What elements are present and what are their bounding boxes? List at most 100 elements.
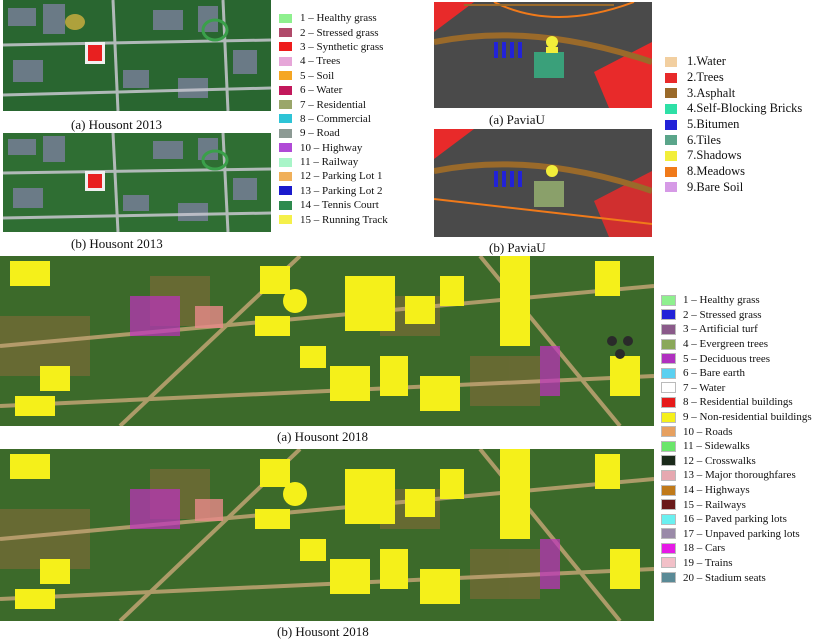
legend-label: 10 – Highway: [300, 141, 363, 154]
legend-swatch: [279, 143, 292, 153]
legend-label: 3.Asphalt: [687, 85, 736, 100]
legend-swatch: [279, 200, 292, 210]
legend-swatch: [661, 353, 676, 365]
legend-label: 13 – Major thoroughfares: [683, 469, 796, 482]
legend-label: 5.Bitumen: [687, 117, 740, 132]
legend-label: 7 – Water: [683, 381, 726, 394]
legend-swatch: [279, 28, 292, 38]
legend-item: 5 – Deciduous trees: [661, 351, 812, 366]
legend-item: 1 – Healthy grass: [661, 293, 812, 308]
legend-item: 13 – Parking Lot 2: [279, 184, 388, 198]
legend-swatch: [661, 484, 676, 496]
caption-houston2013-b: (b) Housont 2013: [71, 236, 163, 251]
legend-swatch: [661, 557, 676, 569]
legend-label: 9.Bare Soil: [687, 179, 744, 194]
legend-swatch: [665, 103, 677, 114]
legend-swatch: [279, 128, 292, 138]
legend-item: 6 – Bare earth: [661, 366, 812, 381]
legend-label: 15 – Running Track: [300, 213, 388, 226]
legend-label: 1.Water: [687, 54, 726, 69]
legend-item: 7 – Residential: [279, 97, 388, 111]
legend-item: 7.Shadows: [665, 148, 802, 164]
legend-item: 8 – Commercial: [279, 112, 388, 126]
legend-swatch: [661, 513, 676, 525]
legend-swatch: [279, 215, 292, 225]
legend-item: 14 – Highways: [661, 483, 812, 498]
legend-item: 1.Water: [665, 54, 802, 70]
legend-label: 7 – Residential: [300, 98, 366, 111]
legend-item: 19 – Trains: [661, 556, 812, 571]
legend-swatch: [279, 157, 292, 167]
legend-item: 18 – Cars: [661, 541, 812, 556]
legend-item: 17 – Unpaved parking lots: [661, 527, 812, 542]
legend-label: 14 – Tennis Court: [300, 199, 379, 212]
legend-label: 5 – Soil: [300, 69, 335, 82]
paviau-map-b: [434, 129, 652, 237]
legend-item: 10 – Roads: [661, 424, 812, 439]
legend-label: 3 – Synthetic grass: [300, 40, 384, 53]
legend-swatch: [661, 528, 676, 540]
legend-label: 7.Shadows: [687, 148, 742, 163]
legend-swatch: [279, 100, 292, 110]
legend-item: 8 – Residential buildings: [661, 395, 812, 410]
legend-swatch: [279, 186, 292, 196]
legend-label: 6 – Water: [300, 84, 343, 97]
legend-houston2018: 1 – Healthy grass 2 – Stressed grass 3 –…: [661, 293, 812, 585]
legend-swatch: [661, 367, 676, 379]
houston2018-map-a: [0, 256, 654, 426]
legend-swatch: [661, 426, 676, 438]
legend-swatch: [665, 150, 677, 161]
legend-label: 8 – Commercial: [300, 112, 371, 125]
legend-item: 1 – Healthy grass: [279, 11, 388, 25]
legend-label: 2 – Stressed grass: [300, 26, 379, 39]
legend-item: 4.Self-Blocking Bricks: [665, 101, 802, 117]
legend-item: 15 – Railways: [661, 497, 812, 512]
legend-swatch: [279, 42, 292, 52]
legend-label: 15 – Railways: [683, 498, 746, 511]
legend-label: 11 – Sidewalks: [683, 440, 750, 453]
legend-swatch: [665, 72, 677, 83]
legend-swatch: [279, 13, 292, 23]
legend-item: 12 – Parking Lot 1: [279, 169, 388, 183]
legend-swatch: [661, 440, 676, 452]
legend-item: 6 – Water: [279, 83, 388, 97]
legend-swatch: [665, 166, 677, 177]
legend-swatch: [661, 309, 676, 321]
legend-label: 10 – Roads: [683, 425, 733, 438]
legend-label: 3 – Artificial turf: [683, 323, 758, 336]
legend-label: 1 – Healthy grass: [683, 294, 760, 307]
legend-label: 4 – Trees: [300, 55, 341, 68]
legend-houston2013: 1 – Healthy grass 2 – Stressed grass 3 –…: [279, 11, 388, 227]
legend-item: 4 – Evergreen trees: [661, 337, 812, 352]
paviau-map-a: [434, 2, 652, 108]
legend-item: 2 – Stressed grass: [661, 308, 812, 323]
legend-swatch: [661, 396, 676, 408]
legend-swatch: [665, 119, 677, 130]
caption-houston2013-a: (a) Housont 2013: [71, 117, 162, 132]
legend-item: 13 – Major thoroughfares: [661, 468, 812, 483]
legend-label: 1 – Healthy grass: [300, 12, 377, 25]
houston2018-map-b: [0, 449, 654, 621]
legend-label: 13 – Parking Lot 2: [300, 184, 383, 197]
legend-label: 8 – Residential buildings: [683, 396, 793, 409]
legend-swatch: [279, 171, 292, 181]
legend-swatch: [665, 56, 677, 67]
legend-swatch: [661, 382, 676, 394]
legend-paviau: 1.Water 2.Trees 3.Asphalt 4.Self-Blockin…: [665, 54, 802, 195]
houston2013-map-b: [3, 133, 271, 232]
legend-swatch: [661, 338, 676, 350]
houston2013-map-a: [3, 0, 271, 111]
legend-label: 16 – Paved parking lots: [683, 513, 787, 526]
legend-item: 3 – Artificial turf: [661, 322, 812, 337]
legend-label: 9 – Road: [300, 127, 340, 140]
legend-swatch: [279, 114, 292, 124]
legend-label: 2.Trees: [687, 70, 724, 85]
legend-item: 7 – Water: [661, 381, 812, 396]
legend-label: 12 – Crosswalks: [683, 454, 756, 467]
legend-label: 6 – Bare earth: [683, 367, 745, 380]
caption-paviau-b: (b) PaviaU: [489, 240, 546, 255]
legend-label: 8.Meadows: [687, 164, 745, 179]
legend-label: 20 – Stadium seats: [683, 571, 766, 584]
legend-swatch: [661, 294, 676, 306]
caption-houston2018-a: (a) Housont 2018: [277, 429, 368, 444]
